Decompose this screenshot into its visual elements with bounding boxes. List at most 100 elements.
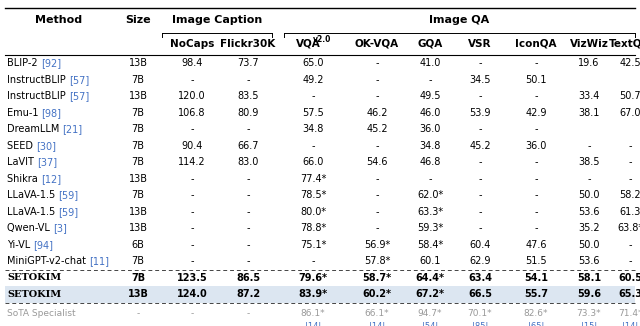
Text: -: - xyxy=(190,190,194,200)
Text: [57]: [57] xyxy=(69,91,89,101)
Text: 124.0: 124.0 xyxy=(177,289,207,299)
Text: -: - xyxy=(311,256,315,266)
Text: 58.2: 58.2 xyxy=(619,190,640,200)
Text: 41.0: 41.0 xyxy=(419,58,441,68)
Text: -: - xyxy=(190,124,194,134)
Text: 86.1*: 86.1* xyxy=(301,309,325,318)
Text: Yi-VL: Yi-VL xyxy=(7,240,33,250)
Text: -: - xyxy=(246,223,250,233)
Text: 42.9: 42.9 xyxy=(525,108,547,118)
Text: 120.0: 120.0 xyxy=(178,91,206,101)
Text: IconQA: IconQA xyxy=(515,39,557,49)
Text: 71.4*: 71.4* xyxy=(618,309,640,318)
Text: 73.7: 73.7 xyxy=(237,58,259,68)
Text: 45.2: 45.2 xyxy=(366,124,388,134)
Text: -: - xyxy=(478,223,482,233)
Text: -: - xyxy=(588,174,591,184)
Text: |14|: |14| xyxy=(622,322,638,326)
Text: -: - xyxy=(375,223,379,233)
Text: -: - xyxy=(375,75,379,85)
Text: 13B: 13B xyxy=(129,58,147,68)
Text: 62.9: 62.9 xyxy=(469,256,491,266)
Text: 35.2: 35.2 xyxy=(578,223,600,233)
Text: 49.5: 49.5 xyxy=(419,91,441,101)
Text: 64.4*: 64.4* xyxy=(415,273,445,283)
Text: 58.7*: 58.7* xyxy=(362,273,392,283)
Text: -: - xyxy=(428,174,432,184)
Text: 7B: 7B xyxy=(131,141,145,151)
Text: Size: Size xyxy=(125,15,151,25)
Text: -: - xyxy=(190,75,194,85)
Text: Qwen-VL: Qwen-VL xyxy=(7,223,53,233)
Text: 80.0*: 80.0* xyxy=(300,207,326,217)
Text: 61.3: 61.3 xyxy=(620,207,640,217)
Text: -: - xyxy=(375,58,379,68)
Text: 6B: 6B xyxy=(132,240,145,250)
Text: [3]: [3] xyxy=(53,223,67,233)
Text: 70.1*: 70.1* xyxy=(468,309,492,318)
Text: [59]: [59] xyxy=(58,190,79,200)
Text: [59]: [59] xyxy=(58,207,79,217)
Text: 66.7: 66.7 xyxy=(237,141,259,151)
Text: LLaVA-1.5: LLaVA-1.5 xyxy=(7,190,58,200)
Text: 83.0: 83.0 xyxy=(237,157,259,167)
Text: 53.6: 53.6 xyxy=(579,207,600,217)
Text: |14|: |14| xyxy=(305,322,321,326)
Text: -: - xyxy=(246,174,250,184)
Text: Image QA: Image QA xyxy=(429,15,490,25)
Text: -: - xyxy=(246,309,250,318)
Text: [37]: [37] xyxy=(37,157,57,167)
Text: 49.2: 49.2 xyxy=(302,75,324,85)
Text: Image Caption: Image Caption xyxy=(172,15,262,25)
Text: -: - xyxy=(246,190,250,200)
Text: -: - xyxy=(311,141,315,151)
Text: -: - xyxy=(375,141,379,151)
Text: -: - xyxy=(246,240,250,250)
Text: v2.0: v2.0 xyxy=(313,36,331,45)
Text: 60.5: 60.5 xyxy=(618,273,640,283)
Text: 13B: 13B xyxy=(129,223,147,233)
Text: 123.5: 123.5 xyxy=(177,273,207,283)
Text: VizWiz: VizWiz xyxy=(570,39,609,49)
Text: 77.4*: 77.4* xyxy=(300,174,326,184)
Text: [11]: [11] xyxy=(89,256,109,266)
Text: |65|: |65| xyxy=(528,322,544,326)
Text: 58.4*: 58.4* xyxy=(417,240,443,250)
Text: 7B: 7B xyxy=(131,124,145,134)
Text: 87.2: 87.2 xyxy=(236,289,260,299)
Text: 38.1: 38.1 xyxy=(579,108,600,118)
Text: 65.3: 65.3 xyxy=(618,289,640,299)
Text: -: - xyxy=(534,207,538,217)
Text: 59.3*: 59.3* xyxy=(417,223,443,233)
Text: 73.3*: 73.3* xyxy=(577,309,602,318)
Text: 34.8: 34.8 xyxy=(302,124,324,134)
Text: 86.5: 86.5 xyxy=(236,273,260,283)
Text: 42.5: 42.5 xyxy=(619,58,640,68)
Text: -: - xyxy=(246,256,250,266)
Text: -: - xyxy=(478,58,482,68)
Text: -: - xyxy=(375,174,379,184)
Text: -: - xyxy=(628,256,632,266)
Text: -: - xyxy=(534,223,538,233)
Text: VSR: VSR xyxy=(468,39,492,49)
Text: Flickr30K: Flickr30K xyxy=(220,39,276,49)
Text: -: - xyxy=(534,190,538,200)
Text: -: - xyxy=(375,207,379,217)
Text: -: - xyxy=(190,223,194,233)
Text: 67.0: 67.0 xyxy=(620,108,640,118)
Text: 53.6: 53.6 xyxy=(579,256,600,266)
Text: |85|: |85| xyxy=(472,322,488,326)
Text: [21]: [21] xyxy=(63,124,83,134)
Text: OK-VQA: OK-VQA xyxy=(355,39,399,49)
Text: [94]: [94] xyxy=(33,240,53,250)
Text: -: - xyxy=(534,58,538,68)
Text: 7B: 7B xyxy=(131,75,145,85)
Text: 60.4: 60.4 xyxy=(469,240,491,250)
Text: -: - xyxy=(311,91,315,101)
Text: 59.6: 59.6 xyxy=(577,289,601,299)
Text: 66.5: 66.5 xyxy=(468,289,492,299)
Text: 62.0*: 62.0* xyxy=(417,190,443,200)
Text: -: - xyxy=(246,207,250,217)
Text: 75.1*: 75.1* xyxy=(300,240,326,250)
Text: -: - xyxy=(136,309,140,318)
